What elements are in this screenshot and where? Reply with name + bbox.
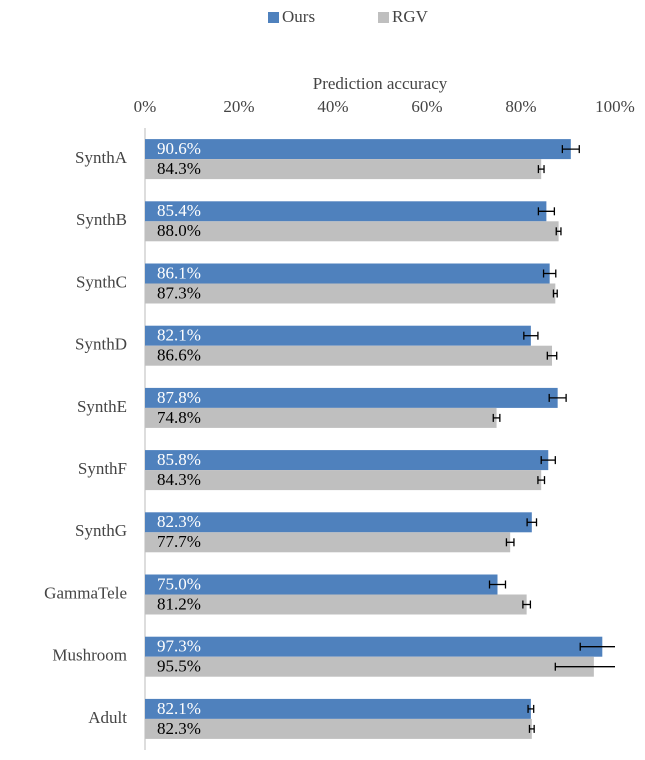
error-bar — [492, 413, 501, 422]
y-tick-label: SynthB — [76, 210, 127, 229]
y-tick-label: SynthF — [78, 459, 127, 478]
bar — [145, 636, 603, 657]
error-bar — [542, 269, 557, 278]
legend-swatch — [268, 12, 279, 23]
data-label: 88.0% — [157, 221, 201, 240]
y-tick-label: GammaTele — [44, 583, 127, 602]
bar — [145, 345, 553, 366]
y-tick-label: SynthG — [75, 521, 127, 540]
y-tick-label: SynthA — [75, 148, 128, 167]
bar — [145, 139, 571, 160]
error-bar — [555, 227, 562, 236]
bar — [145, 512, 532, 533]
y-tick-label: SynthC — [76, 272, 127, 291]
data-label: 74.8% — [157, 408, 201, 427]
data-label: 84.3% — [157, 159, 201, 178]
x-tick-label: 80% — [505, 97, 536, 116]
x-tick-label: 60% — [411, 97, 442, 116]
legend-label: RGV — [392, 7, 429, 26]
legend-label: Ours — [282, 7, 315, 26]
error-bar — [505, 538, 515, 547]
error-bar — [561, 145, 580, 154]
error-bar — [523, 331, 539, 340]
bar — [145, 407, 497, 428]
bar — [145, 574, 498, 595]
error-bar — [537, 476, 546, 485]
data-label: 86.6% — [157, 346, 201, 365]
data-label: 84.3% — [157, 470, 201, 489]
bar — [145, 387, 558, 408]
error-bar — [527, 704, 535, 713]
y-tick-label: SynthD — [75, 335, 127, 354]
bar — [145, 283, 556, 304]
bar — [145, 263, 550, 284]
data-label: 87.3% — [157, 283, 201, 302]
y-tick-label: SynthE — [77, 397, 127, 416]
bar — [145, 159, 542, 180]
error-bar — [537, 207, 556, 216]
x-tick-label: 40% — [317, 97, 348, 116]
error-bar — [488, 580, 507, 589]
error-bar — [526, 518, 538, 527]
data-label: 82.3% — [157, 719, 201, 738]
data-label: 86.1% — [157, 263, 201, 282]
bar — [145, 718, 532, 739]
bar — [145, 698, 531, 719]
bar — [145, 656, 594, 677]
bar — [145, 532, 511, 553]
y-tick-label: Adult — [88, 708, 127, 727]
error-bar — [522, 600, 532, 609]
data-label: 77.7% — [157, 532, 201, 551]
data-label: 85.8% — [157, 450, 201, 469]
data-label: 81.2% — [157, 594, 201, 613]
error-bar — [548, 393, 567, 402]
bar — [145, 201, 547, 222]
bar — [145, 325, 531, 346]
error-bar — [579, 642, 615, 651]
data-label: 97.3% — [157, 637, 201, 656]
x-axis-title: Prediction accuracy — [313, 74, 448, 93]
error-bar — [554, 662, 615, 671]
data-label: 82.1% — [157, 326, 201, 345]
error-bar — [528, 724, 535, 733]
legend-swatch — [378, 12, 389, 23]
bar — [145, 594, 527, 615]
error-bar — [546, 351, 558, 360]
data-label: 87.8% — [157, 388, 201, 407]
bar — [145, 470, 542, 491]
data-label: 85.4% — [157, 201, 201, 220]
bar — [145, 221, 559, 242]
error-bar — [552, 289, 558, 298]
x-tick-label: 100% — [595, 97, 635, 116]
x-tick-label: 0% — [134, 97, 157, 116]
data-label: 75.0% — [157, 574, 201, 593]
data-label: 82.1% — [157, 699, 201, 718]
data-label: 90.6% — [157, 139, 201, 158]
bar — [145, 450, 549, 471]
data-label: 95.5% — [157, 657, 201, 676]
error-bar — [540, 456, 556, 465]
y-tick-label: Mushroom — [52, 646, 127, 665]
x-tick-label: 20% — [223, 97, 254, 116]
data-label: 82.3% — [157, 512, 201, 531]
error-bar — [537, 165, 545, 174]
